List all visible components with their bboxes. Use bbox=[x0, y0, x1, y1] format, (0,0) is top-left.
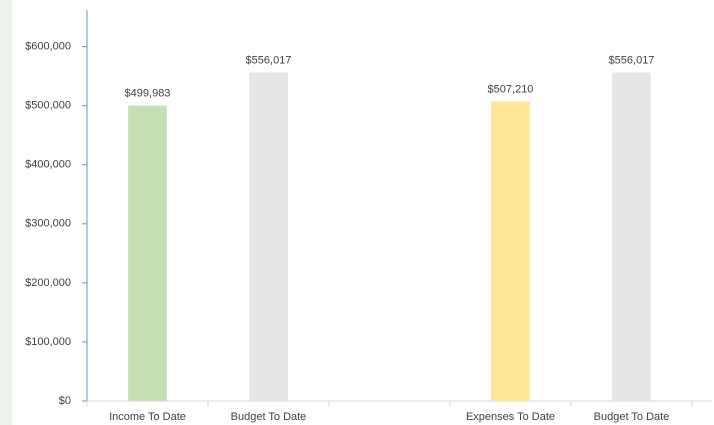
value-label: $507,210 bbox=[488, 83, 534, 95]
y-tick-label: $600,000 bbox=[25, 41, 71, 53]
bar bbox=[612, 73, 651, 401]
bar bbox=[249, 73, 288, 401]
y-tick-label: $500,000 bbox=[25, 100, 71, 112]
y-tick-label: $200,000 bbox=[25, 277, 71, 289]
x-tick-label: Budget To Date bbox=[594, 411, 670, 423]
x-tick-label: Expenses To Date bbox=[466, 411, 555, 423]
left-edge bbox=[0, 0, 12, 425]
value-label: $556,017 bbox=[609, 55, 655, 67]
x-tick-label: Budget To Date bbox=[231, 411, 307, 423]
y-tick-label: $0 bbox=[59, 395, 71, 407]
bar bbox=[128, 106, 167, 401]
x-tick-label: Income To Date bbox=[109, 411, 186, 423]
y-tick-label: $400,000 bbox=[25, 159, 71, 171]
y-tick-label: $300,000 bbox=[25, 218, 71, 230]
y-tick-label: $100,000 bbox=[25, 336, 71, 348]
bar bbox=[491, 101, 530, 401]
value-label: $499,983 bbox=[125, 88, 171, 100]
background bbox=[0, 0, 714, 425]
chart: $0 $100,000 $200,000 $300,000 $400,000 $500,0… bbox=[0, 0, 714, 425]
value-label: $556,017 bbox=[246, 55, 292, 67]
